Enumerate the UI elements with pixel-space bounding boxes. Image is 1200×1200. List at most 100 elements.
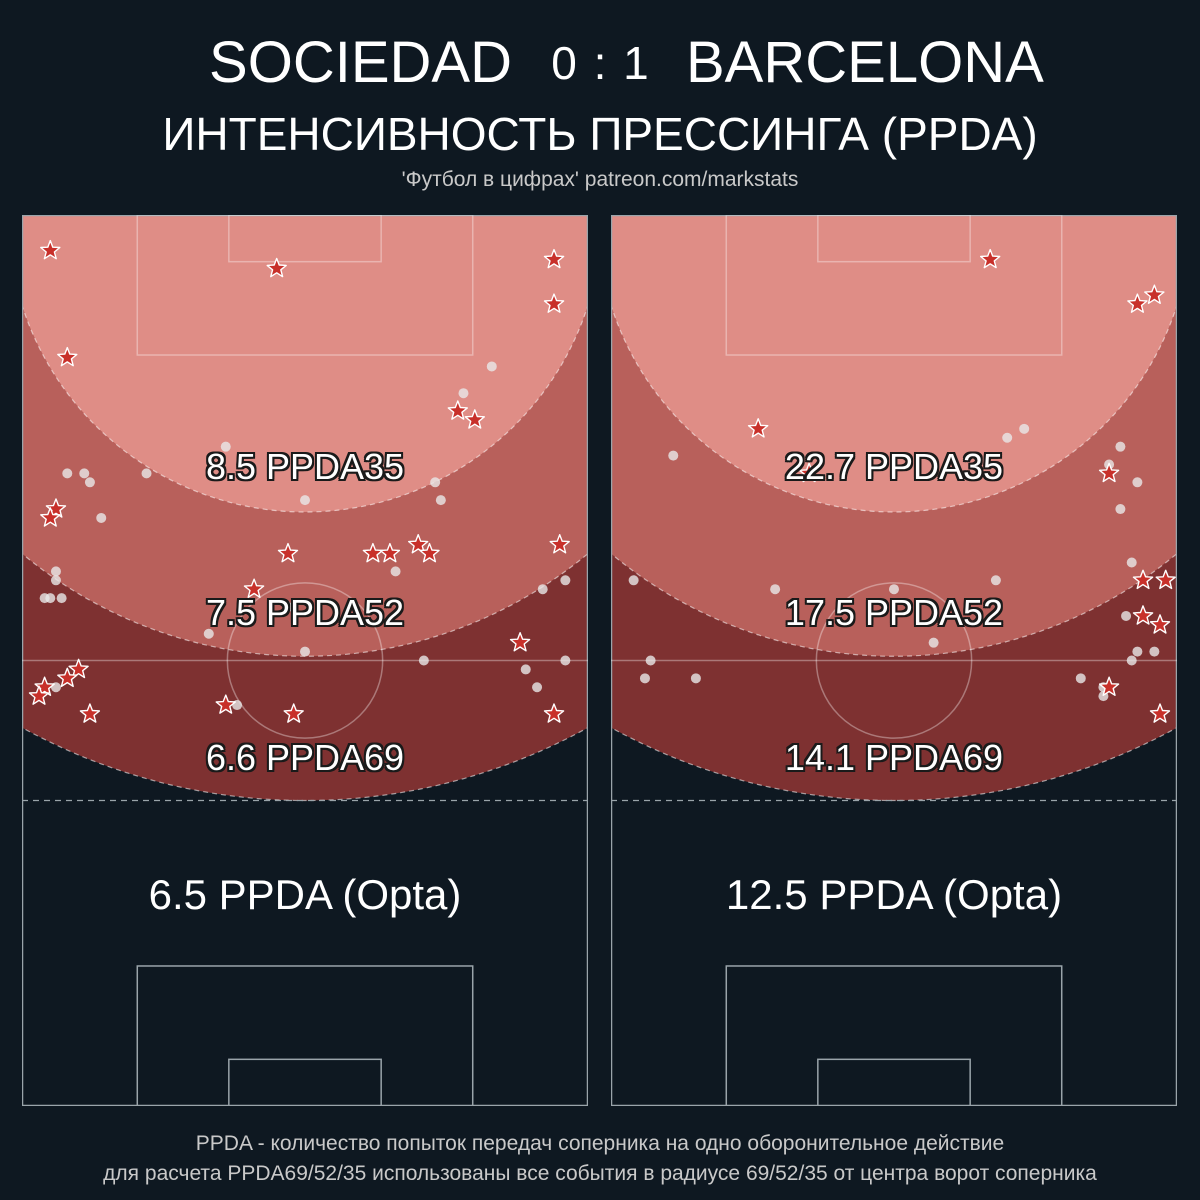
opponent-pass-dot bbox=[889, 584, 899, 595]
opponent-pass-dot bbox=[537, 584, 548, 595]
defensive-action-star bbox=[747, 418, 769, 438]
defensive-action-star bbox=[40, 507, 61, 527]
zone-ppda69-border bbox=[22, 726, 588, 801]
top-six-yard-box bbox=[817, 215, 971, 263]
defensive-action-star bbox=[266, 257, 287, 278]
defensive-action-star bbox=[543, 703, 565, 723]
defensive-action-star bbox=[1149, 614, 1171, 634]
defensive-action-star bbox=[509, 632, 531, 652]
opponent-pass-dot bbox=[220, 441, 231, 452]
bottom-six-yard-box bbox=[228, 1058, 382, 1106]
defensive-action-star bbox=[798, 462, 820, 483]
opponent-pass-dot bbox=[300, 646, 310, 657]
top-penalty-box bbox=[725, 215, 1063, 356]
defensive-action-star bbox=[1127, 293, 1148, 313]
defensive-action-star bbox=[1149, 703, 1171, 723]
defensive-action-star bbox=[549, 534, 570, 554]
zone-label-ppda69: 6.6 PPDA69 bbox=[205, 737, 405, 778]
opponent-pass-dot bbox=[990, 575, 1001, 586]
opponent-pass-dot bbox=[62, 468, 73, 479]
opponent-pass-dot bbox=[1149, 646, 1160, 657]
defensive-action-star bbox=[243, 578, 265, 598]
opponent-pass-dot bbox=[96, 512, 107, 523]
defensive-action-star bbox=[215, 694, 237, 714]
defensive-action-star bbox=[1098, 676, 1120, 696]
defensive-action-star bbox=[980, 248, 1001, 269]
defensive-action-star bbox=[277, 542, 299, 563]
opponent-pass-dot bbox=[435, 495, 446, 506]
zone-ppda35 bbox=[611, 215, 1177, 512]
defensive-action-star bbox=[1098, 462, 1120, 483]
opponent-pass-dot bbox=[560, 575, 571, 586]
opponent-pass-dot bbox=[1132, 477, 1143, 488]
top-penalty-box bbox=[136, 215, 474, 356]
bottom-penalty-box bbox=[725, 965, 1063, 1106]
opponent-pass-dot bbox=[520, 664, 531, 675]
centre-circle bbox=[815, 582, 973, 739]
opponent-pass-dot bbox=[1132, 646, 1143, 657]
opponent-pass-dot bbox=[56, 593, 67, 604]
opponent-pass-dot bbox=[1019, 423, 1030, 434]
bottom-six-yard-box bbox=[817, 1058, 971, 1106]
defensive-action-star bbox=[79, 703, 101, 723]
opponent-pass-dot bbox=[79, 468, 90, 479]
opponent-pass-dot bbox=[1126, 655, 1137, 666]
opponent-pass-dot bbox=[203, 628, 214, 639]
defensive-action-star bbox=[419, 542, 440, 563]
opponent-pass-dot bbox=[628, 575, 639, 586]
footnote-method: для расчета PPDA69/52/35 использованы вс… bbox=[103, 1162, 1097, 1185]
opponent-pass-dot bbox=[770, 584, 781, 595]
opponent-pass-dot bbox=[639, 673, 650, 684]
zone-ppda35 bbox=[22, 215, 588, 512]
home-team-name: SOCIEDAD bbox=[209, 30, 512, 95]
pitch-layer bbox=[22, 215, 588, 1106]
opponent-pass-dot bbox=[1002, 432, 1013, 443]
footnote-definition: PPDA - количество попыток передач соперн… bbox=[195, 1132, 1005, 1155]
opponent-pass-dot bbox=[690, 673, 701, 684]
zone-label-ppda35: 8.5 PPDA35 bbox=[205, 446, 405, 487]
defensive-action-star bbox=[45, 498, 67, 518]
centre-circle bbox=[226, 582, 384, 739]
defensive-action-star bbox=[408, 534, 429, 554]
pitch-svg-sociedad bbox=[22, 215, 588, 1106]
opponent-pass-dot bbox=[486, 361, 497, 372]
opponent-pass-dot bbox=[1115, 504, 1126, 515]
match-score: 0 : 1 bbox=[551, 37, 651, 89]
defensive-action-star bbox=[1132, 569, 1154, 590]
match-title: SOCIEDAD 0 : 1 BARCELONA bbox=[0, 30, 1200, 100]
opta-ppda-label: 6.5 PPDA (Opta) bbox=[148, 871, 462, 918]
opponent-pass-dot bbox=[283, 602, 294, 613]
chart-subtitle: ИНТЕНСИВНОСТЬ ПРЕССИНГА (PPDA) bbox=[162, 108, 1038, 160]
zone-ppda69-border bbox=[611, 726, 1177, 801]
bottom-penalty-box bbox=[136, 965, 474, 1106]
opponent-pass-dot bbox=[458, 388, 469, 399]
defensive-action-star bbox=[543, 248, 565, 269]
opta-ppda-label: 12.5 PPDA (Opta) bbox=[725, 871, 1063, 918]
opponent-pass-dot bbox=[430, 477, 441, 488]
defensive-action-star bbox=[57, 346, 78, 367]
pitch-barcelona: 22.7 PPDA35 17.5 PPDA52 14.1 PPDA69 12.5… bbox=[611, 215, 1177, 1106]
defensive-action-star bbox=[34, 676, 55, 696]
zone-label-ppda52: 7.5 PPDA52 bbox=[205, 592, 405, 633]
opponent-pass-dot bbox=[141, 468, 152, 479]
defensive-action-star bbox=[40, 239, 61, 260]
zone-label-ppda35: 22.7 PPDA35 bbox=[784, 446, 1004, 487]
defensive-action-star bbox=[464, 409, 485, 429]
opponent-pass-dot bbox=[1075, 673, 1086, 684]
defensive-action-star bbox=[68, 658, 89, 679]
defensive-action-star bbox=[447, 400, 468, 420]
defensive-action-star bbox=[1155, 569, 1176, 590]
credit-line: 'Футбол в цифрах' patreon.com/markstats bbox=[401, 168, 799, 191]
defensive-action-star bbox=[1132, 605, 1154, 625]
opponent-pass-dot bbox=[668, 450, 679, 461]
zone-label-ppda52: 17.5 PPDA52 bbox=[784, 592, 1004, 633]
opponent-pass-dot bbox=[390, 566, 401, 577]
pitch-sociedad: 8.5 PPDA35 7.5 PPDA52 6.6 PPDA69 6.5 PPD… bbox=[22, 215, 588, 1106]
defensive-action-star bbox=[543, 293, 565, 313]
top-six-yard-box bbox=[228, 215, 382, 263]
opponent-pass-dot bbox=[1126, 557, 1137, 568]
zone-label-ppda69: 14.1 PPDA69 bbox=[784, 737, 1004, 778]
away-team-name: BARCELONA bbox=[686, 30, 1044, 95]
opponent-pass-dot bbox=[418, 655, 429, 666]
pitch-svg-barcelona bbox=[611, 215, 1177, 1106]
